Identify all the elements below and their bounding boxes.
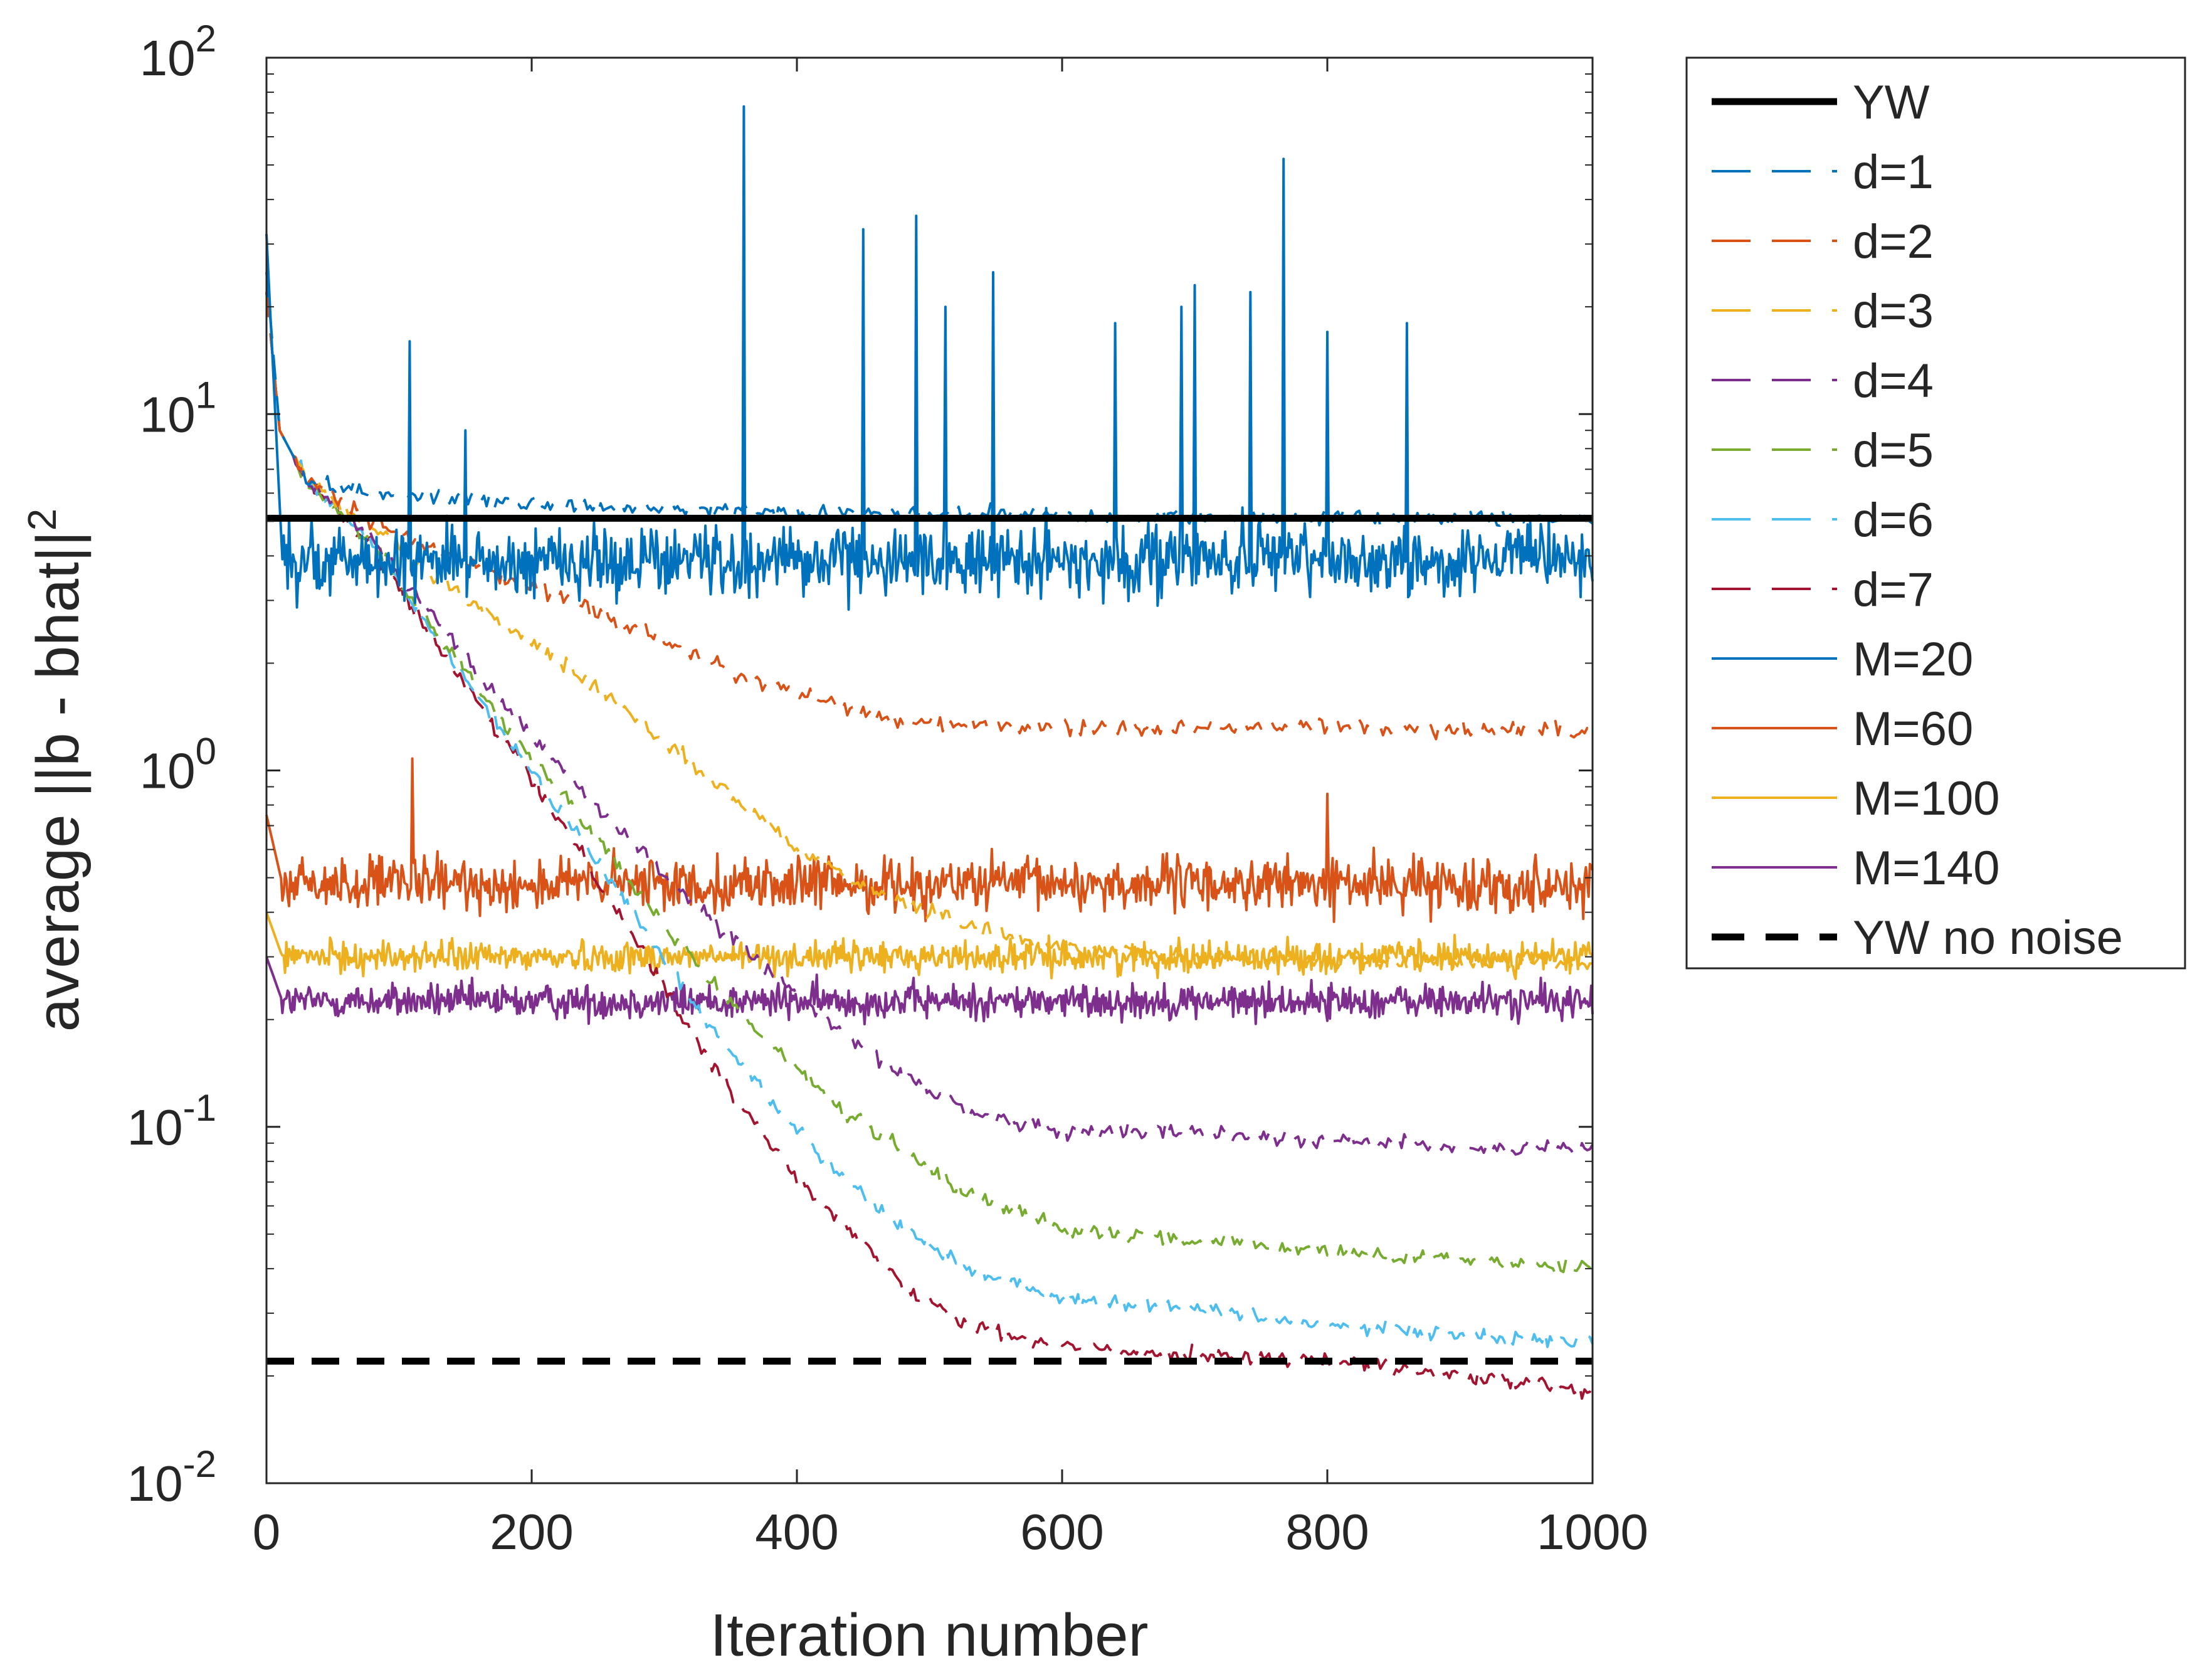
series-line-m-100	[265, 911, 1594, 980]
series-line-d-5	[265, 292, 1594, 1276]
legend-label: M=140	[1853, 842, 2000, 895]
x-tick-label: 600	[1020, 1504, 1103, 1560]
series-line-m-20	[265, 105, 1594, 611]
legend-label: d=2	[1853, 215, 1934, 268]
legend: YW d=1 d=2 d=3 d=4 d=5 d=6 d=7 M=20 M=60 M=100 M=14…	[1685, 56, 2186, 970]
legend-label: d=7	[1853, 563, 1934, 616]
y-axis-label: average ||b - bhat||2	[19, 509, 92, 1032]
legend-label: d=1	[1853, 145, 1934, 199]
series-line-d-3	[265, 292, 1593, 973]
legend-label: d=6	[1853, 494, 1934, 547]
legend-label: d=5	[1853, 424, 1934, 477]
series-line-d-4	[265, 292, 1594, 1156]
plot-background	[266, 58, 1593, 1483]
x-tick-label: 0	[253, 1504, 281, 1560]
y-tick-label: 101	[140, 374, 216, 442]
series-line-d-2	[265, 292, 1594, 741]
y-tick-label: 10-1	[127, 1087, 216, 1155]
legend-label: YW	[1853, 76, 1930, 129]
series-line-m-60	[265, 757, 1594, 923]
x-axis-label: Iteration number	[710, 1602, 1148, 1669]
legend-label: d=4	[1853, 354, 1934, 408]
x-tick-label: 1000	[1537, 1504, 1648, 1560]
y-tick-label: 100	[140, 731, 216, 799]
x-tick-label: 800	[1285, 1504, 1369, 1560]
series-line-m-140	[265, 956, 1594, 1025]
legend-box	[1685, 56, 2186, 970]
x-tick-label: 200	[490, 1504, 573, 1560]
y-tick-label: 10-2	[127, 1443, 216, 1511]
legend-label: M=60	[1853, 702, 1973, 756]
y-tick-label: 102	[140, 18, 216, 86]
series-layer	[265, 105, 1594, 1400]
legend-label: d=3	[1853, 285, 1934, 338]
series-line-d-1	[265, 272, 1594, 529]
legend-label: M=100	[1853, 772, 2000, 825]
series-line-d-6	[265, 292, 1594, 1348]
legend-label: M=20	[1853, 633, 1973, 686]
plot-frame	[265, 56, 1594, 1484]
ticks-layer: 0 200 400 600 800 1000 10-2 10-1 100 101 102	[127, 18, 1648, 1560]
legend-label: YW no noise	[1853, 911, 2123, 965]
x-tick-label: 400	[755, 1504, 838, 1560]
